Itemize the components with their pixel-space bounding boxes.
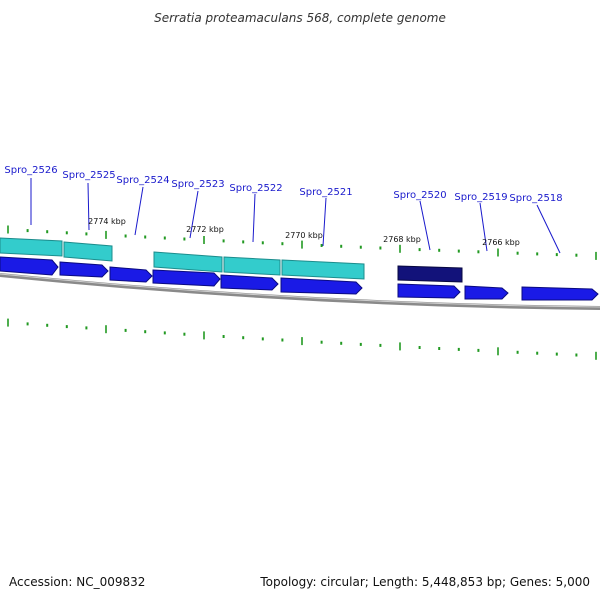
gene-feature-spro-2524[interactable] — [109, 266, 153, 283]
leader-line-spro-2524 — [134, 186, 144, 236]
gene-label-spro-2526[interactable]: Spro_2526 — [4, 165, 57, 176]
gene-feature-spro-2525[interactable] — [59, 261, 109, 278]
gene-feature-spro-2517[interactable] — [521, 286, 599, 301]
gene-feature-spro-2520-navy[interactable] — [397, 265, 463, 283]
gene-feature-spro-2521[interactable] — [280, 277, 363, 295]
gene-feature-spro-2523-cyan[interactable] — [153, 251, 223, 273]
leader-line-spro-2518 — [536, 204, 561, 254]
leader-line-spro-2519 — [479, 202, 488, 252]
scale-label: 2766 kbp — [482, 238, 520, 247]
scale-label: 2770 kbp — [285, 231, 323, 240]
gene-label-spro-2521[interactable]: Spro_2521 — [299, 187, 352, 198]
leader-line-spro-2523 — [189, 190, 199, 239]
backbone-highlight — [0, 273, 600, 308]
leader-line-spro-2520 — [419, 200, 431, 251]
gene-feature-spro-2518[interactable] — [464, 285, 509, 300]
leader-line-spro-2525 — [87, 182, 90, 231]
topology-text: Topology: circular; Length: 5,448,853 bp… — [259, 575, 590, 589]
gene-label-spro-2524[interactable]: Spro_2524 — [116, 175, 169, 186]
scale-label: 2774 kbp — [88, 217, 126, 226]
leader-line-spro-2522 — [252, 193, 256, 243]
gene-feature-spro-2526-cyan[interactable] — [0, 237, 63, 257]
scale-label: 2772 kbp — [186, 225, 224, 234]
genome-backbone — [0, 273, 600, 310]
gene-label-spro-2525[interactable]: Spro_2525 — [62, 170, 115, 181]
gene-feature-spro-2519[interactable] — [397, 283, 461, 299]
gene-feature-spro-2526[interactable] — [0, 256, 59, 276]
leader-line-spro-2521 — [322, 197, 327, 247]
gene-label-spro-2518[interactable]: Spro_2518 — [509, 193, 562, 204]
gene-feature-spro-2523[interactable] — [152, 269, 221, 287]
accession-text: Accession: NC_009832 — [9, 575, 145, 589]
gene-feature-spro-2521-cyan[interactable] — [281, 259, 365, 280]
gene-label-spro-2523[interactable]: Spro_2523 — [171, 179, 224, 190]
gene-feature-spro-2522[interactable] — [220, 274, 279, 291]
gene-label-spro-2522[interactable]: Spro_2522 — [229, 183, 282, 194]
map-title: Serratia proteamaculans 568, complete ge… — [154, 11, 446, 25]
scale-label: 2768 kbp — [383, 235, 421, 244]
gene-label-spro-2520[interactable]: Spro_2520 — [393, 190, 446, 201]
gene-label-spro-2519[interactable]: Spro_2519 — [454, 192, 507, 203]
gene-feature-spro-2522-cyan[interactable] — [223, 256, 281, 276]
gene-feature-spro-2525-cyan[interactable] — [63, 241, 113, 262]
tick-marks — [7, 225, 597, 360]
